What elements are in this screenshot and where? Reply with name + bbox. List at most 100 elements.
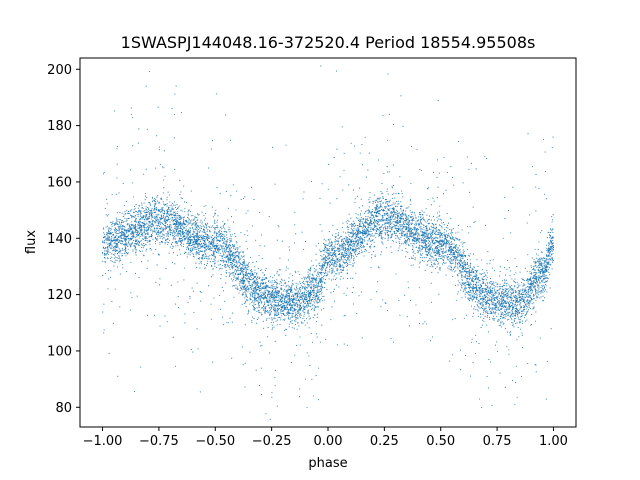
scatter-point bbox=[271, 301, 274, 303]
scatter-point bbox=[439, 218, 441, 220]
scatter-point bbox=[174, 226, 176, 228]
scatter-point bbox=[496, 309, 498, 311]
scatter-point bbox=[454, 245, 456, 248]
scatter-point bbox=[479, 273, 481, 275]
scatter-point bbox=[286, 301, 288, 303]
scatter-point bbox=[498, 319, 500, 321]
scatter-point bbox=[256, 279, 258, 281]
scatter-point bbox=[117, 375, 119, 377]
scatter-point bbox=[273, 289, 275, 291]
scatter-point bbox=[125, 241, 127, 243]
scatter-point bbox=[535, 299, 537, 301]
scatter-point bbox=[416, 242, 418, 244]
scatter-point bbox=[237, 247, 239, 249]
scatter-point bbox=[390, 236, 393, 239]
scatter-point bbox=[480, 316, 482, 318]
scatter-point bbox=[414, 214, 416, 216]
scatter-point bbox=[270, 301, 272, 303]
scatter-point bbox=[213, 226, 215, 229]
scatter-point bbox=[174, 227, 176, 230]
scatter-point bbox=[336, 257, 338, 259]
scatter-point bbox=[177, 296, 179, 298]
scatter-point bbox=[197, 219, 199, 221]
scatter-point bbox=[297, 315, 299, 317]
scatter-point bbox=[206, 230, 208, 232]
scatter-point bbox=[467, 277, 469, 279]
scatter-point bbox=[509, 275, 511, 277]
scatter-point bbox=[184, 251, 186, 253]
scatter-point bbox=[235, 280, 237, 282]
scatter-point bbox=[139, 220, 141, 222]
scatter-point bbox=[432, 223, 434, 225]
scatter-point bbox=[177, 224, 179, 226]
scatter-point bbox=[523, 301, 525, 303]
scatter-point bbox=[349, 253, 351, 255]
scatter-point bbox=[395, 241, 397, 243]
scatter-point bbox=[528, 290, 530, 292]
scatter-point bbox=[337, 241, 339, 243]
scatter-point bbox=[395, 237, 397, 239]
scatter-point bbox=[209, 261, 211, 263]
scatter-point bbox=[453, 271, 455, 273]
scatter-point bbox=[302, 304, 304, 306]
scatter-point bbox=[103, 254, 105, 256]
scatter-point bbox=[318, 268, 320, 270]
scatter-point bbox=[249, 276, 251, 278]
scatter-point bbox=[201, 227, 203, 230]
scatter-point bbox=[186, 224, 188, 226]
scatter-point bbox=[529, 294, 531, 296]
scatter-point bbox=[169, 218, 171, 220]
scatter-point bbox=[140, 246, 143, 248]
scatter-point bbox=[327, 248, 329, 250]
scatter-point bbox=[399, 176, 401, 178]
scatter-point bbox=[315, 321, 318, 323]
scatter-point bbox=[185, 228, 187, 230]
scatter-point bbox=[434, 247, 436, 249]
scatter-point bbox=[315, 306, 317, 308]
scatter-point bbox=[412, 242, 414, 245]
scatter-point bbox=[433, 231, 435, 233]
scatter-point bbox=[228, 322, 230, 324]
scatter-point bbox=[376, 226, 378, 228]
scatter-point bbox=[139, 219, 141, 221]
scatter-point bbox=[486, 279, 488, 281]
scatter-point bbox=[111, 300, 113, 303]
scatter-point bbox=[340, 276, 342, 278]
scatter-point bbox=[434, 243, 436, 245]
scatter-point bbox=[398, 203, 400, 205]
scatter-point bbox=[418, 287, 420, 289]
scatter-point bbox=[224, 264, 226, 266]
scatter-point bbox=[189, 254, 191, 256]
scatter-point bbox=[111, 237, 113, 239]
scatter-point bbox=[150, 234, 152, 236]
scatter-point bbox=[129, 244, 131, 246]
scatter-point bbox=[282, 297, 284, 299]
scatter-point bbox=[399, 238, 401, 241]
scatter-point bbox=[370, 235, 372, 238]
scatter-point bbox=[123, 204, 125, 207]
scatter-point bbox=[224, 266, 226, 268]
scatter-point bbox=[233, 255, 235, 257]
scatter-point bbox=[225, 261, 227, 264]
scatter-point bbox=[291, 315, 293, 317]
scatter-point bbox=[307, 285, 309, 287]
scatter-point bbox=[311, 341, 314, 343]
scatter-point bbox=[515, 315, 517, 317]
scatter-point bbox=[319, 224, 321, 226]
scatter-point bbox=[250, 291, 252, 293]
scatter-point bbox=[393, 232, 395, 234]
scatter-point bbox=[291, 304, 293, 306]
scatter-point bbox=[219, 295, 221, 297]
scatter-point bbox=[360, 217, 362, 219]
scatter-point bbox=[361, 244, 363, 246]
scatter-point bbox=[408, 232, 411, 234]
scatter-point bbox=[411, 213, 413, 216]
scatter-point bbox=[195, 262, 197, 264]
scatter-point bbox=[422, 238, 425, 240]
scatter-point bbox=[317, 399, 320, 401]
scatter-point bbox=[256, 307, 258, 309]
scatter-point bbox=[429, 241, 431, 243]
scatter-point bbox=[238, 283, 240, 285]
scatter-point bbox=[145, 195, 147, 197]
scatter-point bbox=[432, 215, 435, 218]
